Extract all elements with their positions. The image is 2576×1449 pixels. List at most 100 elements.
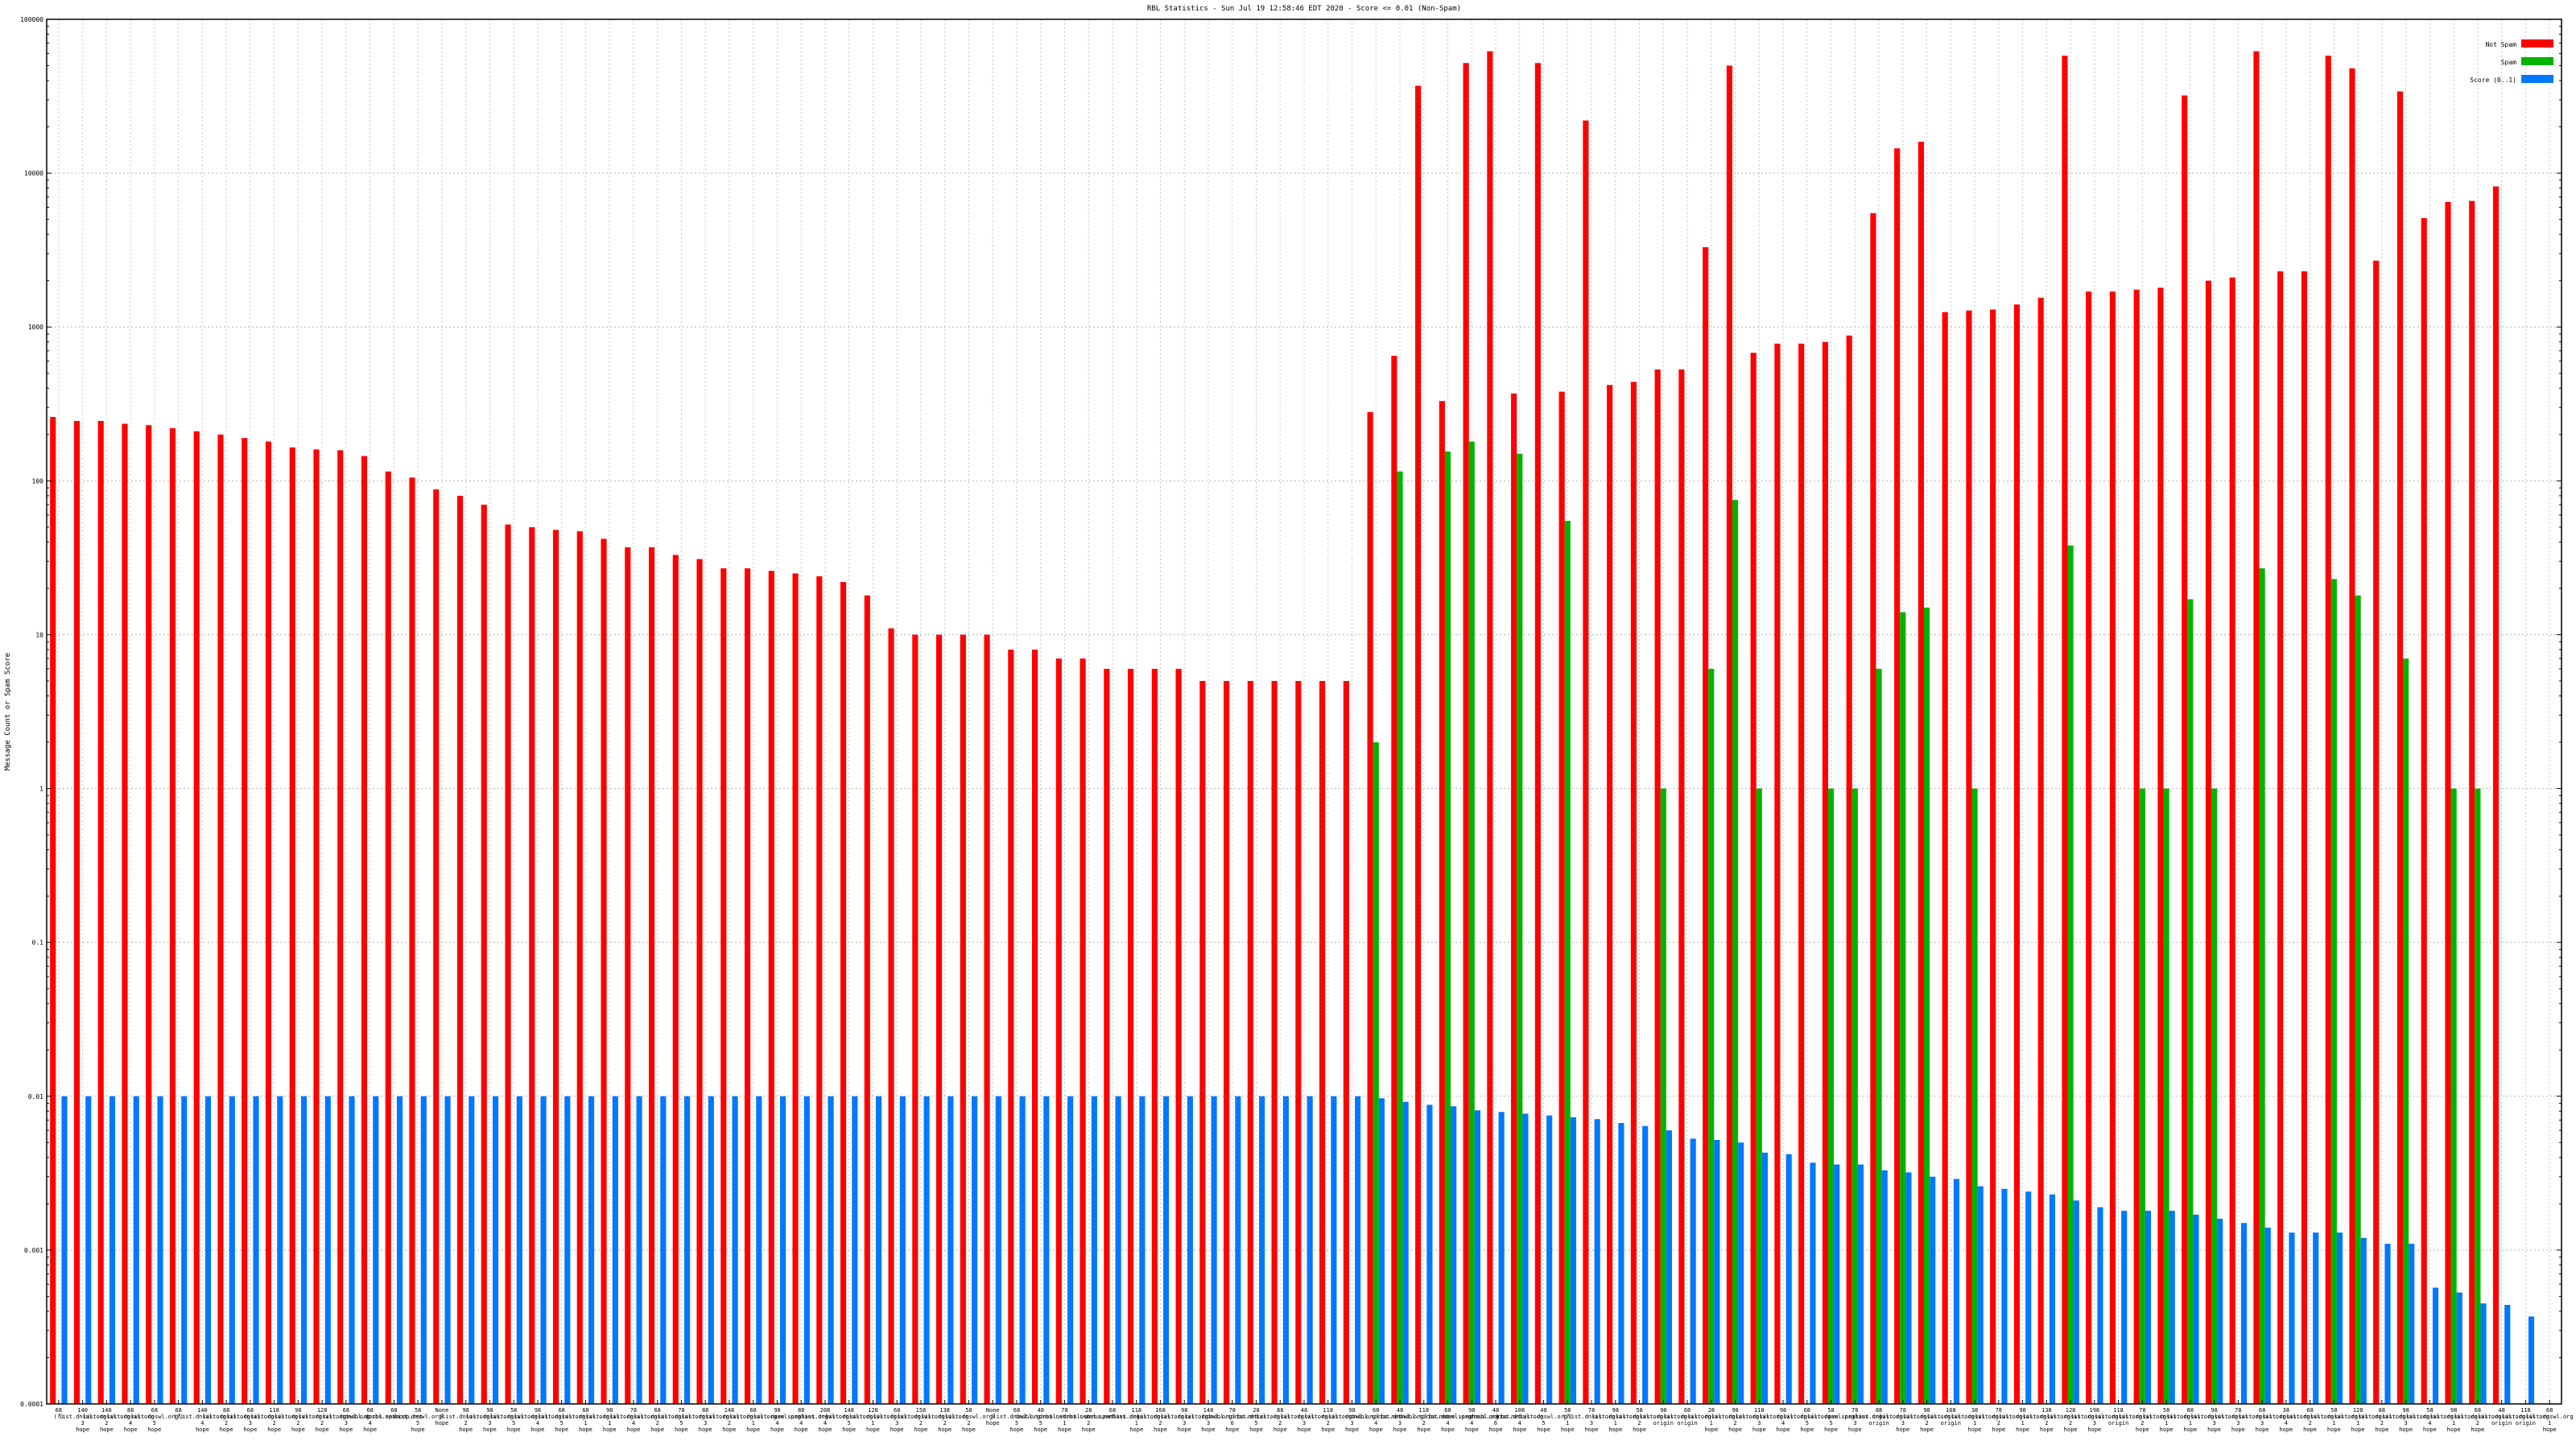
x-tick-label: 98 list.dnswl.org 2 hope (1903, 1407, 1951, 1433)
x-tick-label-line: 98 (2402, 1407, 2409, 1414)
x-tick-label: 198 list.dnswl.org 3 hope (2070, 1407, 2118, 1433)
x-tick-label-line: hope (2375, 1426, 2388, 1433)
x-tick-label: 128 list.dnswl.org 2 hope (2047, 1407, 2095, 1433)
x-tick-label-line: 118 (1323, 1407, 1333, 1414)
x-tick-label-line: list.dnswl.org (1377, 1414, 1424, 1420)
bar-score-0-1 (1666, 1130, 1672, 1404)
x-tick-label-line: 58 (510, 1407, 517, 1414)
x-tick-label-line: 2 (2069, 1420, 2072, 1426)
bar-score-0-1 (181, 1096, 188, 1404)
bar-score-0-1 (732, 1096, 738, 1404)
x-tick-label-line: 68 (175, 1407, 181, 1414)
x-tick-label-line: 138 (939, 1407, 950, 1414)
x-tick-label-line: list.dnswl.org (2166, 1414, 2214, 1420)
x-tick-label-line: hope (1489, 1426, 1503, 1433)
x-tick-label-line: list.dnswl.org (394, 1414, 442, 1420)
bar-not-spam (2062, 56, 2068, 1404)
bar-score-0-1 (2313, 1232, 2319, 1404)
x-tick-label-line: hope (627, 1426, 641, 1433)
x-tick-label: 98 list.dnswl.org 2 hope (275, 1407, 322, 1433)
x-tick-label: 140 list.dnswl.org 3 hope (59, 1407, 106, 1433)
x-tick-label-line: list.dnswl.org (658, 1414, 705, 1420)
x-tick-label-line: 3 (345, 1420, 348, 1426)
x-tick-label-line: 5 (153, 1420, 156, 1426)
x-tick-label-line: 68 (56, 1407, 62, 1414)
bar-not-spam (1750, 353, 1757, 1404)
bar-score-0-1 (444, 1096, 451, 1404)
x-tick-label-line: hope (459, 1426, 473, 1433)
x-tick-label-line: 1 (2021, 1420, 2024, 1426)
x-tick-label-line: 2 (2140, 1420, 2144, 1426)
x-tick-label: 138 list.dnswl.org 2 hope (921, 1407, 968, 1433)
bar-score-0-1 (2384, 1243, 2391, 1404)
x-tick-label-line: 6 (1231, 1420, 1234, 1426)
bar-not-spam (1678, 369, 1685, 1405)
bar-spam (1900, 612, 1906, 1404)
x-tick-label-line: hope (2183, 1426, 2197, 1433)
x-tick-label-line: 68 (1373, 1407, 1379, 1414)
x-tick-label-line: hope (2064, 1426, 2078, 1433)
legend-label: Not Spam (2485, 41, 2516, 48)
x-tick-label-line: hope (1465, 1426, 1479, 1433)
bar-score-0-1 (61, 1096, 68, 1404)
bar-score-0-1 (516, 1096, 522, 1404)
x-tick-label-line: 3 (2093, 1420, 2096, 1426)
x-tick-label-line: hope (291, 1426, 305, 1433)
x-tick-label-line: 2 (1327, 1420, 1330, 1426)
x-tick-label-line: 3 (2405, 1420, 2408, 1426)
x-tick-label: 98 list.dnswl.org 1 hope (2430, 1407, 2478, 1433)
x-tick-label-line: origin (1941, 1420, 1961, 1426)
x-tick-label-line: 148 (724, 1407, 735, 1414)
x-tick-label-line: 98 (535, 1407, 541, 1414)
x-tick-label-line: list.dnswl.org (2095, 1414, 2142, 1420)
x-tick-label-line: 2 (919, 1420, 923, 1426)
x-tick-label-line: origin (2108, 1420, 2128, 1426)
x-tick-label-line: list.dnswl.org (1951, 1414, 1999, 1420)
x-tick-label: 58 list.dnswl.org 2 hope (945, 1407, 993, 1433)
x-tick-label-line: 88 (127, 1407, 134, 1414)
bar-not-spam (1558, 391, 1565, 1404)
x-tick-label-line: list.dnswl.org (2143, 1414, 2190, 1420)
x-tick-label-line: 118 (2520, 1407, 2531, 1414)
bar-score-0-1 (1738, 1142, 1744, 1404)
bar-score-0-1 (564, 1096, 571, 1404)
bar-not-spam (2492, 186, 2500, 1404)
x-tick-label: 58 list.dnswl.org 4 hope (2406, 1407, 2454, 1433)
bar-score-0-1 (1019, 1096, 1026, 1404)
bar-score-0-1 (780, 1096, 786, 1404)
bar-not-spam (242, 438, 248, 1404)
x-tick-label-line: hope (1345, 1426, 1359, 1433)
bar-spam (1971, 788, 1978, 1404)
x-tick-label: 118 list.dnswl.org 2 hope (250, 1407, 298, 1433)
y-axis-ticks: 0.0001 0.001 0.01 0.1 1 10 100 1000 10000 100000 (20, 16, 2562, 1408)
x-tick-label-line: 128 (2066, 1407, 2076, 1414)
bars (50, 51, 2535, 1405)
bar-score-0-1 (2336, 1232, 2343, 1404)
bar-score-0-1 (1881, 1170, 1888, 1404)
x-tick-label-line: hope (2423, 1426, 2437, 1433)
x-tick-label-line: list.dnswl.org (2406, 1414, 2454, 1420)
x-tick-label-line: 88 (1277, 1407, 1283, 1414)
x-tick-label: 68 list.dnswl.org 5 hope (130, 1407, 178, 1433)
bar-score-0-1 (972, 1096, 978, 1404)
x-tick-label-line: 118 (1754, 1407, 1765, 1414)
x-tick-label-line: origin (1677, 1420, 1697, 1426)
x-tick-label-line: 98 (1348, 1407, 1355, 1414)
bar-not-spam (1990, 309, 1996, 1404)
x-tick-label-line: 2 (1733, 1420, 1736, 1426)
x-tick-label-line: 68 (2306, 1407, 2313, 1414)
x-tick-label-line: hope (1298, 1426, 1311, 1433)
bar-not-spam (1008, 649, 1014, 1404)
legend-swatch (2521, 75, 2553, 83)
x-tick-label-line: list.dnswl.org (609, 1414, 657, 1420)
x-tick-label: 88 list.dnswl.org 3 hope (682, 1407, 729, 1433)
x-tick-label-line: 3 (1901, 1420, 1905, 1426)
x-tick-label-line: 2 (2308, 1420, 2311, 1426)
bar-not-spam (2277, 271, 2284, 1404)
x-tick-label-line: 68 (749, 1407, 756, 1414)
x-tick-label-line: 68 (2546, 1407, 2553, 1414)
bar-score-0-1 (133, 1096, 139, 1404)
bar-spam (2163, 788, 2169, 1404)
x-tick-label-line: 2 (1925, 1420, 1928, 1426)
x-tick-label: 68 list.dnswl.org 2 hope (2454, 1407, 2501, 1433)
